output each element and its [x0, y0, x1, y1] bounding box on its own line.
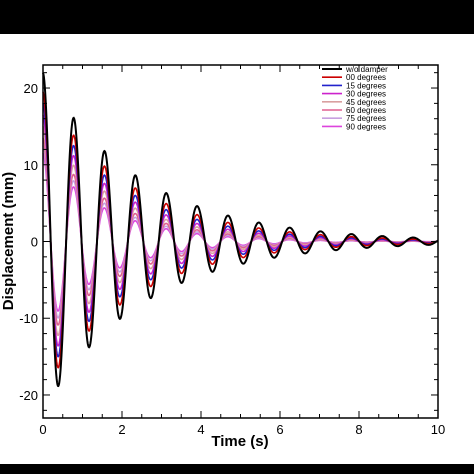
x-tick-label-2: 4 [197, 422, 204, 437]
series-line-4 [42, 114, 439, 347]
x-tick-label-1: 2 [118, 422, 125, 437]
ticks-layer [42, 65, 439, 418]
x-tick-label-0: 0 [39, 422, 46, 437]
x-tick-label-3: 6 [276, 422, 283, 437]
legend-label-8: 90 degrees [346, 122, 386, 131]
y-tick-labels: 20 10 0 -10 -20 [19, 81, 38, 403]
y-tick-label-2: 0 [31, 235, 38, 250]
y-tick-label-4: -20 [19, 388, 38, 403]
legend-label-3: 15 degrees [346, 81, 386, 90]
x-tick-labels: 0 2 4 6 8 10 [39, 422, 445, 437]
series-line-2 [42, 91, 439, 369]
legend-label-6: 60 degrees [346, 106, 386, 115]
legend-label-2: 00 degrees [346, 73, 386, 82]
series-line-3 [42, 103, 439, 358]
legend-label-1: w/o damper [345, 65, 388, 74]
y-tick-label-3: -10 [19, 311, 38, 326]
bottom-border-band [0, 464, 474, 474]
x-axis-title: Time (s) [211, 433, 268, 450]
legend-label-4: 30 degrees [346, 90, 386, 99]
y-tick-label-1: 10 [24, 158, 38, 173]
x-tick-label-4: 8 [355, 422, 362, 437]
series-line-1 [42, 72, 439, 388]
series-layer [42, 72, 439, 388]
y-axis-title: Displacement (mm) [0, 172, 17, 310]
y-tick-label-0: 20 [24, 81, 38, 96]
legend-label-5: 45 degrees [346, 98, 386, 107]
top-border-band [0, 0, 474, 34]
x-tick-label-5: 10 [431, 422, 445, 437]
legend-label-7: 75 degrees [346, 114, 386, 123]
